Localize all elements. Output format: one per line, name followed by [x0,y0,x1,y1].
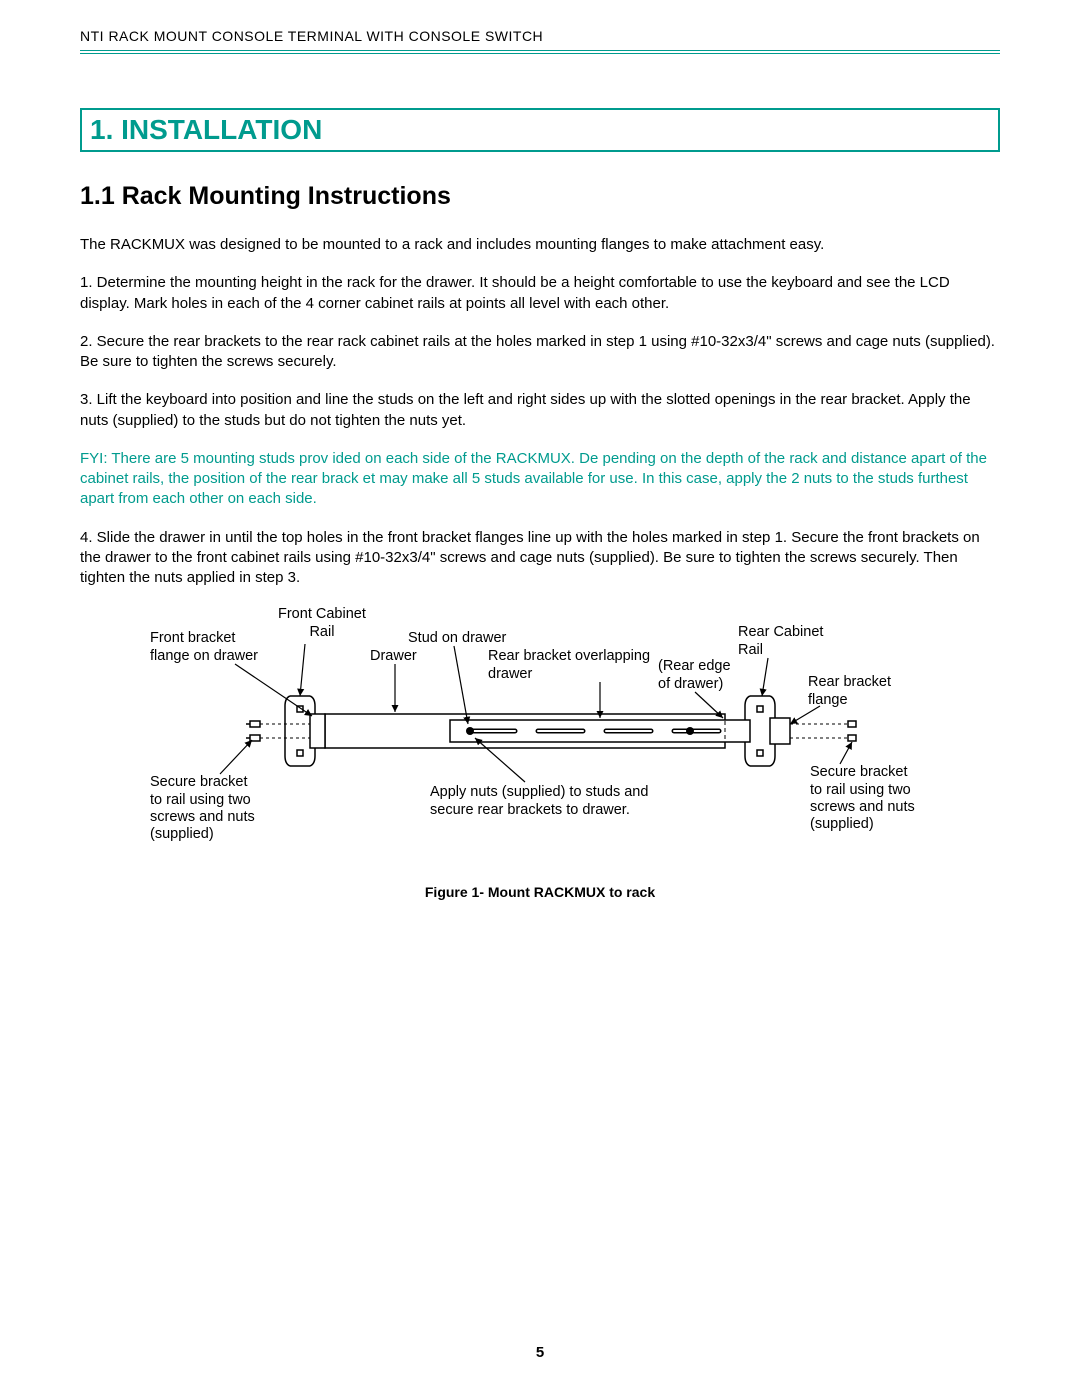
diagram: Front bracketflange on drawer Front Cabi… [150,606,930,866]
paragraph-fyi: FYI: There are 5 mounting studs prov ide… [80,449,1000,510]
section-title: 1. INSTALLATION [90,114,990,146]
paragraph-step2: 2. Secure the rear brackets to the rear … [80,332,1000,373]
paragraph-step4: 4. Slide the drawer in until the top hol… [80,528,1000,589]
subsection-title: 1.1 Rack Mounting Instructions [80,182,1000,211]
figure-caption: Figure 1- Mount RACKMUX to rack [80,884,1000,900]
paragraph-step3: 3. Lift the keyboard into position and l… [80,390,1000,431]
header-rule [80,50,1000,54]
page-header: NTI RACK MOUNT CONSOLE TERMINAL WITH CON… [80,28,1000,44]
figure: Front bracketflange on drawer Front Cabi… [80,606,1000,900]
paragraph-intro: The RACKMUX was designed to be mounted t… [80,235,1000,255]
subsection: 1.1 Rack Mounting Instructions The RACKM… [80,182,1000,588]
diagram-svg [150,606,930,866]
page-number: 5 [0,1344,1080,1361]
section-title-box: 1. INSTALLATION [80,108,1000,152]
paragraph-step1: 1. Determine the mounting height in the … [80,273,1000,314]
page: NTI RACK MOUNT CONSOLE TERMINAL WITH CON… [0,0,1080,1397]
